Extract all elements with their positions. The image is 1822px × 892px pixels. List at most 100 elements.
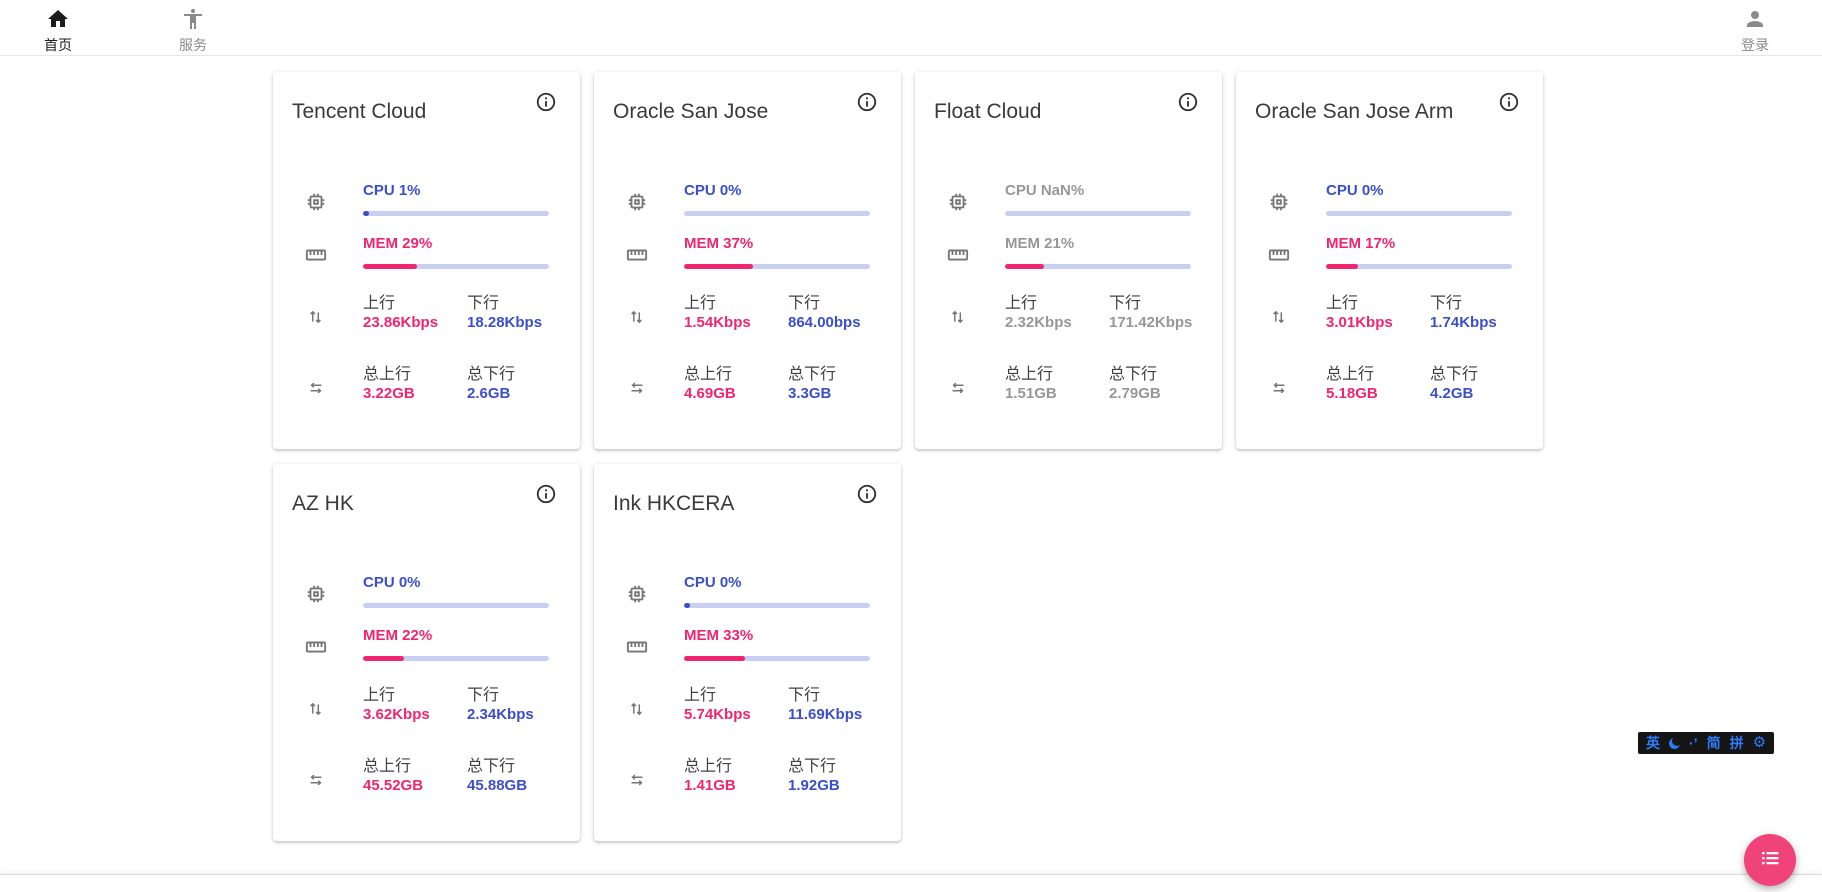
footer-divider [0, 874, 1822, 892]
total-upload-label: 总上行 [363, 360, 411, 384]
swap-vertical-icon [305, 698, 327, 720]
upload-rate: 2.32Kbps [1005, 314, 1072, 331]
server-name: Oracle San Jose [613, 100, 768, 124]
total-upload-value: 5.18GB [1326, 385, 1378, 402]
total-upload-label: 总上行 [363, 752, 411, 776]
total-download-value: 1.92GB [788, 777, 840, 794]
info-icon[interactable] [535, 483, 559, 507]
swap-horizontal-icon [626, 377, 648, 399]
total-download-label: 总下行 [467, 360, 515, 384]
cpu-icon [626, 191, 648, 213]
memory-icon [305, 636, 327, 658]
info-icon[interactable] [856, 91, 880, 115]
cpu-progress-fill [684, 603, 690, 608]
mem-progress-bar [363, 264, 549, 269]
mem-progress-fill [1005, 264, 1044, 269]
download-label: 下行 [788, 681, 820, 705]
download-rate: 2.34Kbps [467, 706, 534, 723]
home-icon [18, 7, 98, 33]
cpu-icon [305, 191, 327, 213]
server-name: Float Cloud [934, 100, 1041, 124]
total-download-value: 3.3GB [788, 385, 831, 402]
info-icon[interactable] [1177, 91, 1201, 115]
mem-progress-fill [684, 264, 753, 269]
cpu-progress-bar [1005, 211, 1191, 216]
cpu-icon [305, 583, 327, 605]
top-nav: 首页 服务 登录 [0, 0, 1822, 56]
mem-progress-fill [363, 264, 417, 269]
download-rate: 864.00bps [788, 314, 861, 331]
person-icon [1715, 7, 1795, 33]
server-name: Tencent Cloud [292, 100, 426, 124]
total-download-label: 总下行 [1430, 360, 1478, 384]
mem-usage-label: MEM 22% [363, 627, 432, 644]
upload-rate: 23.86Kbps [363, 314, 438, 331]
mem-usage-label: MEM 37% [684, 235, 753, 252]
nav-item-home[interactable]: 首页 [18, 7, 98, 55]
memory-icon [626, 636, 648, 658]
ime-toolbar: 英 ·’ 简 拼 ⚙ [1638, 732, 1774, 754]
download-label: 下行 [467, 289, 499, 313]
ime-pinyin-indicator[interactable]: 拼 [1730, 732, 1744, 754]
total-download-value: 2.6GB [467, 385, 510, 402]
cpu-progress-fill [363, 211, 369, 216]
mem-usage-label: MEM 33% [684, 627, 753, 644]
ime-punctuation-toggle[interactable]: ·’ [1689, 732, 1698, 754]
nav-item-services[interactable]: 服务 [153, 7, 233, 55]
swap-horizontal-icon [305, 769, 327, 791]
mem-progress-fill [684, 656, 745, 661]
server-card: Oracle San Jose Arm CPU 0% MEM 17% 上行 3.… [1236, 72, 1543, 449]
swap-horizontal-icon [305, 377, 327, 399]
server-list-fab[interactable] [1744, 834, 1796, 886]
memory-icon [305, 244, 327, 266]
info-icon[interactable] [856, 483, 880, 507]
list-icon [1758, 846, 1782, 875]
upload-label: 上行 [363, 681, 395, 705]
total-upload-label: 总上行 [1005, 360, 1053, 384]
cpu-usage-label: CPU NaN% [1005, 182, 1084, 199]
total-download-value: 2.79GB [1109, 385, 1161, 402]
ime-language-toggle[interactable]: 英 [1646, 732, 1660, 754]
info-icon[interactable] [1498, 91, 1522, 115]
cpu-icon [626, 583, 648, 605]
server-name: AZ HK [292, 492, 354, 516]
total-upload-value: 45.52GB [363, 777, 423, 794]
server-name: Ink HKCERA [613, 492, 734, 516]
swap-horizontal-icon [626, 769, 648, 791]
download-label: 下行 [788, 289, 820, 313]
memory-icon [1268, 244, 1290, 266]
total-upload-label: 总上行 [684, 360, 732, 384]
download-label: 下行 [1109, 289, 1141, 313]
mem-progress-fill [363, 656, 404, 661]
swap-vertical-icon [626, 306, 648, 328]
mem-progress-bar [684, 656, 870, 661]
swap-horizontal-icon [1268, 377, 1290, 399]
upload-label: 上行 [1005, 289, 1037, 313]
server-card: Oracle San Jose CPU 0% MEM 37% 上行 1.54Kb… [594, 72, 901, 449]
total-download-label: 总下行 [788, 752, 836, 776]
cpu-usage-label: CPU 0% [363, 574, 421, 591]
total-upload-value: 4.69GB [684, 385, 736, 402]
mem-progress-fill [1326, 264, 1358, 269]
total-upload-value: 1.51GB [1005, 385, 1057, 402]
ime-settings-gear-icon[interactable]: ⚙ [1753, 732, 1766, 754]
memory-icon [626, 244, 648, 266]
server-name: Oracle San Jose Arm [1255, 100, 1453, 124]
total-download-label: 总下行 [467, 752, 515, 776]
download-label: 下行 [467, 681, 499, 705]
nav-item-login[interactable]: 登录 [1715, 7, 1795, 55]
mem-progress-bar [1326, 264, 1512, 269]
ime-simplified-toggle[interactable]: 简 [1707, 732, 1721, 754]
total-upload-label: 总上行 [1326, 360, 1374, 384]
total-upload-label: 总上行 [684, 752, 732, 776]
cpu-icon [1268, 191, 1290, 213]
mem-usage-label: MEM 29% [363, 235, 432, 252]
upload-rate: 3.62Kbps [363, 706, 430, 723]
cpu-progress-bar [684, 603, 870, 608]
info-icon[interactable] [535, 91, 559, 115]
upload-label: 上行 [1326, 289, 1358, 313]
mem-usage-label: MEM 21% [1005, 235, 1074, 252]
ime-fullwidth-moon-icon[interactable] [1669, 738, 1680, 749]
total-upload-value: 3.22GB [363, 385, 415, 402]
cpu-progress-bar [363, 603, 549, 608]
